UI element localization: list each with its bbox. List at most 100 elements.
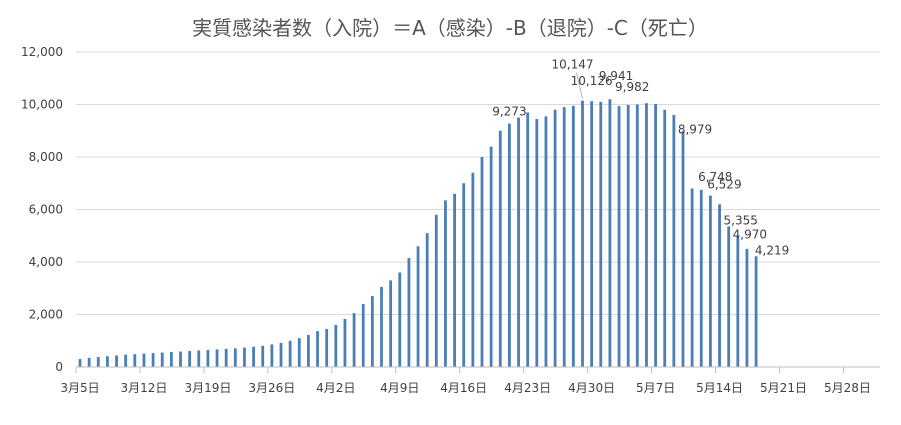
bar bbox=[325, 328, 329, 367]
bar bbox=[151, 353, 155, 367]
bar bbox=[179, 351, 182, 367]
data-label: 6,529 bbox=[707, 178, 741, 192]
bar bbox=[307, 334, 310, 367]
data-label: 4,970 bbox=[733, 228, 767, 242]
x-tick-label: 5月28日 bbox=[824, 381, 871, 395]
data-label: 6,748 bbox=[698, 170, 732, 184]
bar bbox=[142, 353, 146, 367]
bar bbox=[233, 348, 237, 367]
bar bbox=[681, 131, 685, 367]
x-tick-label: 4月16日 bbox=[440, 381, 487, 395]
bar bbox=[279, 342, 283, 367]
data-label: 9,941 bbox=[599, 69, 633, 83]
bar bbox=[489, 146, 493, 367]
y-tick-label: 4,000 bbox=[29, 255, 63, 269]
x-tick-label: 4月2日 bbox=[316, 381, 355, 395]
bar bbox=[343, 318, 347, 367]
bar bbox=[699, 189, 703, 367]
bar bbox=[243, 347, 246, 367]
bar bbox=[215, 349, 219, 367]
bar bbox=[626, 104, 630, 367]
bar bbox=[352, 313, 356, 367]
bar bbox=[562, 107, 566, 367]
bar bbox=[654, 103, 657, 367]
bar bbox=[361, 304, 365, 367]
x-tick-label: 4月23日 bbox=[504, 381, 551, 395]
data-label: 5,355 bbox=[724, 213, 758, 227]
bar bbox=[635, 104, 639, 367]
bar bbox=[124, 354, 128, 367]
x-tick-label: 3月5日 bbox=[60, 381, 99, 395]
data-label: 4,219 bbox=[755, 243, 789, 257]
bar bbox=[224, 348, 228, 367]
bar bbox=[96, 357, 100, 367]
bar bbox=[133, 354, 137, 367]
chart-title: 実質感染者数（入院）＝A（感染）-B（退院）-C（死亡） bbox=[192, 16, 708, 40]
bar bbox=[425, 233, 429, 367]
x-tick-label: 4月30日 bbox=[568, 381, 615, 395]
x-tick-label: 3月26日 bbox=[248, 381, 295, 395]
bar bbox=[544, 116, 548, 367]
bar bbox=[434, 214, 438, 367]
bar bbox=[160, 352, 164, 367]
bar bbox=[316, 331, 319, 367]
bar bbox=[288, 340, 292, 367]
bar bbox=[462, 183, 466, 367]
bar bbox=[389, 280, 393, 367]
bar bbox=[169, 352, 173, 367]
bar bbox=[87, 357, 91, 367]
bar bbox=[754, 256, 758, 367]
x-axis: 3月5日 3月12日 3月19日 3月26日 4月2日 4月9日 4月16日 4月23日 4月3… bbox=[60, 366, 880, 395]
data-label: 10,147 bbox=[552, 58, 594, 72]
bar bbox=[297, 338, 301, 367]
data-label: 9,273 bbox=[492, 105, 526, 119]
bar bbox=[370, 296, 374, 367]
gridlines bbox=[76, 51, 880, 315]
x-tick-label: 5月14日 bbox=[696, 381, 743, 395]
y-tick-label: 0 bbox=[55, 360, 63, 374]
bar bbox=[471, 172, 475, 367]
bar bbox=[480, 157, 484, 367]
bar bbox=[197, 350, 201, 367]
bar bbox=[581, 100, 584, 368]
bar bbox=[590, 101, 594, 367]
bar bbox=[727, 226, 731, 367]
bar bbox=[745, 248, 749, 367]
bar bbox=[663, 109, 667, 367]
y-tick-label: 2,000 bbox=[29, 308, 63, 322]
data-label: 9,982 bbox=[615, 80, 649, 94]
bar bbox=[444, 200, 447, 367]
data-label: 10,126 bbox=[571, 74, 613, 88]
bar bbox=[617, 106, 621, 367]
bar bbox=[709, 195, 712, 367]
bar bbox=[453, 193, 456, 367]
bar bbox=[188, 350, 192, 367]
bar bbox=[78, 359, 82, 367]
bar bbox=[508, 123, 511, 368]
bar bbox=[517, 117, 520, 367]
bar bbox=[553, 109, 557, 367]
bar bbox=[498, 130, 502, 367]
bar bbox=[252, 346, 255, 367]
y-tick-label: 12,000 bbox=[21, 45, 63, 59]
y-tick-label: 10,000 bbox=[21, 98, 63, 112]
bar bbox=[672, 115, 676, 367]
bar bbox=[380, 286, 383, 367]
bar bbox=[115, 355, 118, 367]
bar bbox=[571, 105, 575, 367]
x-tick-label: 4月9日 bbox=[380, 381, 419, 395]
x-tick-label: 3月19日 bbox=[184, 381, 231, 395]
bar bbox=[261, 345, 265, 367]
x-tick-label: 3月12日 bbox=[121, 381, 168, 395]
y-tick-label: 6,000 bbox=[29, 203, 63, 217]
bar bbox=[599, 101, 603, 367]
bar bbox=[526, 112, 530, 367]
bar bbox=[416, 246, 420, 367]
y-tick-label: 8,000 bbox=[29, 150, 63, 164]
bar bbox=[608, 99, 612, 367]
bar-series bbox=[78, 99, 758, 368]
bar bbox=[718, 204, 721, 367]
bar bbox=[407, 258, 411, 367]
